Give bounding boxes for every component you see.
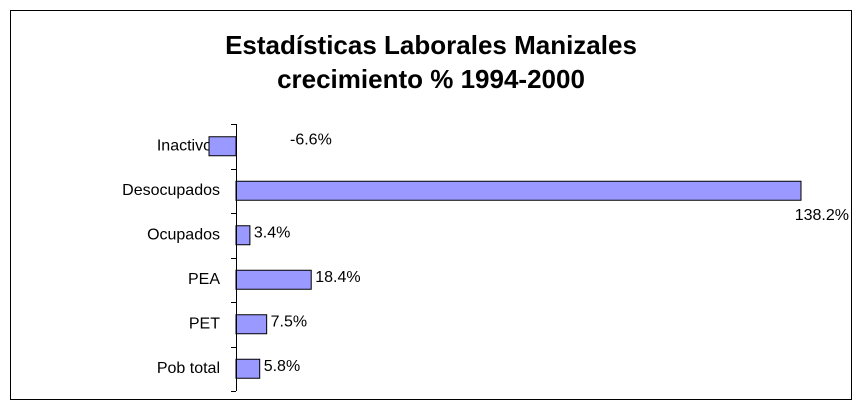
y-tick-label: PET <box>189 315 220 332</box>
bar <box>235 225 251 246</box>
data-label: -6.6% <box>290 131 332 148</box>
bar <box>235 358 261 379</box>
data-label: 18.4% <box>315 269 360 286</box>
bar <box>235 180 802 201</box>
bar <box>208 136 237 157</box>
chart-title: Estadísticas Laborales Manizales <box>225 30 637 60</box>
data-label: 5.8% <box>264 358 300 375</box>
y-tick-label: Inactivos <box>157 137 220 154</box>
chart-frame <box>10 10 852 400</box>
data-label: 3.4% <box>254 224 290 241</box>
y-tick-label: Pob total <box>157 360 220 377</box>
bar <box>235 314 268 335</box>
data-label: 7.5% <box>271 313 307 330</box>
y-tick-label: Desocupados <box>122 182 220 199</box>
chart-subtitle: crecimiento % 1994-2000 <box>277 64 585 94</box>
data-label: 138.2% <box>795 207 849 224</box>
y-tick-label: Ocupados <box>147 226 220 243</box>
y-tick-label: PEA <box>188 271 220 288</box>
bar <box>235 269 312 290</box>
